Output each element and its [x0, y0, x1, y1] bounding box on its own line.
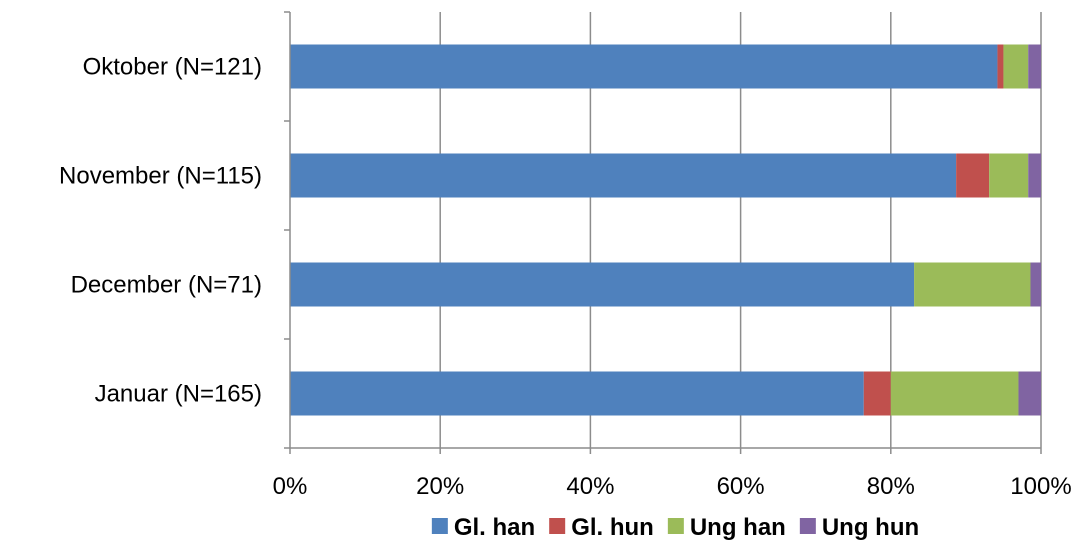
x-tick-label: 80% [867, 473, 915, 500]
x-tick-label: 100% [1010, 473, 1071, 500]
labels: 0% 20% 40% 60% 80% 100% Oktober (N=121) Novembe… [59, 54, 1072, 501]
category-label: Januar (N=165) [95, 381, 262, 408]
bar-segment [997, 44, 1004, 89]
category-label: Oktober (N=121) [83, 54, 262, 81]
legend-label: Gl. hun [571, 514, 654, 541]
bar-segment [956, 153, 990, 198]
bar-segment [1028, 44, 1041, 89]
legend-swatch [431, 518, 448, 534]
bar-segment [290, 44, 998, 89]
axes [284, 11, 1042, 454]
bar-segment [890, 371, 1019, 416]
legend-swatch [667, 518, 684, 534]
bar-segment [1030, 262, 1041, 307]
bar-segment [290, 153, 957, 198]
bars [290, 44, 1041, 416]
category-label: November (N=115) [59, 163, 262, 190]
legend-label: Gl. han [454, 514, 535, 541]
legend-label: Ung han [690, 514, 786, 541]
bar-segment [1018, 371, 1041, 416]
bar-segment [290, 371, 864, 416]
legend-swatch [799, 518, 816, 534]
legend-label: Ung hun [822, 514, 919, 541]
x-tick-label: 20% [416, 473, 464, 500]
x-tick-label: 0% [273, 473, 308, 500]
x-tick-label: 60% [717, 473, 765, 500]
bar-segment [989, 153, 1029, 198]
category-label: December (N=71) [71, 272, 262, 299]
bar-segment [914, 262, 1031, 307]
bar-segment [863, 371, 891, 416]
legend: Gl. han Gl. hun Ung han Ung hun [431, 514, 919, 541]
bar-segment [290, 262, 915, 307]
x-tick-label: 40% [566, 473, 614, 500]
bar-segment [1003, 44, 1029, 89]
bar-segment [1028, 153, 1041, 198]
legend-swatch [549, 518, 566, 534]
